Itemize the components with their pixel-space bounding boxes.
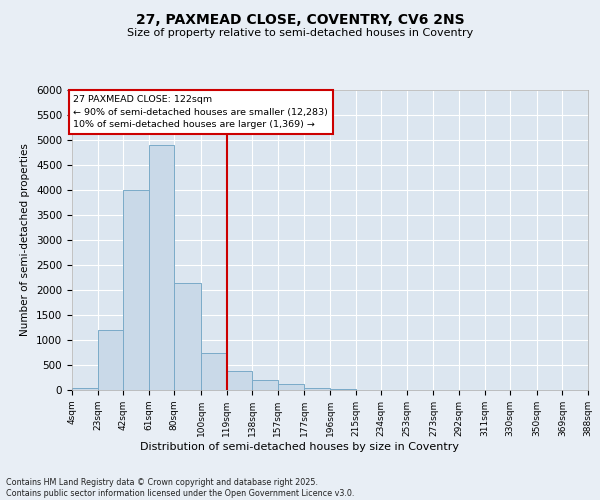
Bar xyxy=(123,190,149,390)
Text: Size of property relative to semi-detached houses in Coventry: Size of property relative to semi-detach… xyxy=(127,28,473,38)
Bar xyxy=(278,384,304,390)
Bar xyxy=(201,352,227,390)
Bar xyxy=(149,145,174,390)
Bar xyxy=(174,282,201,390)
Bar xyxy=(98,330,123,390)
Bar xyxy=(227,371,252,390)
Bar xyxy=(72,388,98,390)
Bar xyxy=(304,388,330,390)
Bar xyxy=(330,389,356,390)
Text: 27, PAXMEAD CLOSE, COVENTRY, CV6 2NS: 27, PAXMEAD CLOSE, COVENTRY, CV6 2NS xyxy=(136,12,464,26)
Y-axis label: Number of semi-detached properties: Number of semi-detached properties xyxy=(20,144,31,336)
Text: Distribution of semi-detached houses by size in Coventry: Distribution of semi-detached houses by … xyxy=(140,442,460,452)
Text: Contains HM Land Registry data © Crown copyright and database right 2025.
Contai: Contains HM Land Registry data © Crown c… xyxy=(6,478,355,498)
Bar xyxy=(252,380,278,390)
Text: 27 PAXMEAD CLOSE: 122sqm
← 90% of semi-detached houses are smaller (12,283)
10% : 27 PAXMEAD CLOSE: 122sqm ← 90% of semi-d… xyxy=(73,95,328,129)
